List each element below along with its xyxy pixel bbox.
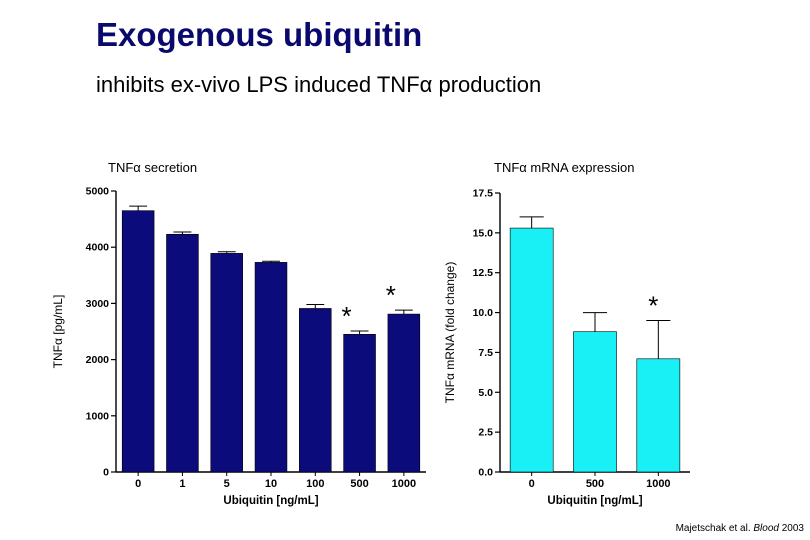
left-bar xyxy=(343,334,376,473)
right-significance-marker: * xyxy=(648,291,658,321)
right-y-tick-label: 12.5 xyxy=(473,267,494,279)
right-x-tick-label: 500 xyxy=(586,478,604,490)
right-y-tick-label: 17.5 xyxy=(473,188,494,200)
left-y-tick-label: 2000 xyxy=(86,354,110,366)
left-bar xyxy=(299,308,332,473)
left-chart: 0 1000 2000 3000 4000 5000 0 1 5 10 100 500 * 1000 * Ub… xyxy=(51,186,426,507)
citation: Majetschak et al. Blood 2003 xyxy=(676,523,804,534)
left-y-axis-label: TNFα [pg/mL] xyxy=(51,295,65,369)
right-x-tick-label: 0 xyxy=(529,478,535,490)
right-bar xyxy=(573,331,617,473)
left-y-tick-label: 3000 xyxy=(86,298,110,310)
left-y-tick-label: 5000 xyxy=(86,186,110,198)
right-bar xyxy=(636,358,681,473)
right-y-tick-label: 10.0 xyxy=(473,307,494,319)
left-significance-marker: * xyxy=(386,280,396,310)
right-x-tick-label: 1000 xyxy=(646,478,670,490)
citation-journal: Blood xyxy=(753,523,779,534)
left-x-tick-label: 100 xyxy=(306,478,324,490)
left-bar xyxy=(254,262,288,473)
right-y-tick-label: 0.0 xyxy=(478,467,493,479)
left-significance-marker: * xyxy=(342,301,352,331)
left-x-tick-label: 1000 xyxy=(392,478,416,490)
left-x-tick-label: 0 xyxy=(135,478,141,490)
right-x-axis-label: Ubiquitin [ng/mL] xyxy=(547,495,642,507)
citation-year: 2003 xyxy=(781,523,804,534)
left-bar xyxy=(210,253,243,473)
right-chart-title: TNFα mRNA expression xyxy=(494,160,635,175)
right-y-tick-label: 5.0 xyxy=(478,387,493,399)
page-title: Exogenous ubiquitin xyxy=(96,16,423,53)
right-y-tick-label: 7.5 xyxy=(478,347,493,359)
page-subtitle: inhibits ex-vivo LPS induced TNFα produc… xyxy=(96,72,542,97)
left-bar xyxy=(387,313,421,473)
left-bar xyxy=(166,233,199,473)
left-chart-title: TNFα secretion xyxy=(108,160,198,175)
right-y-tick-label: 15.0 xyxy=(473,227,494,239)
citation-authors: Majetschak et al. xyxy=(675,523,751,534)
left-x-axis-label: Ubiquitin [ng/mL] xyxy=(223,495,318,507)
left-x-tick-label: 5 xyxy=(224,478,230,490)
right-y-tick-label: 2.5 xyxy=(478,427,493,439)
left-x-tick-label: 1 xyxy=(179,478,185,490)
left-y-tick-label: 4000 xyxy=(86,242,110,254)
left-y-tick-label: 1000 xyxy=(86,410,110,422)
left-x-tick-label: 10 xyxy=(265,478,277,490)
left-x-tick-label: 500 xyxy=(350,478,368,490)
right-bar xyxy=(509,227,554,473)
left-bar xyxy=(121,210,155,473)
left-y-tick-label: 0 xyxy=(103,467,109,479)
right-chart: 0.0 2.5 5.0 7.5 10.0 12.5 15.0 17.5 0 500 1000 * Ubi… xyxy=(443,188,690,507)
right-y-axis-label: TNFα mRNA (fold change) xyxy=(443,262,457,404)
